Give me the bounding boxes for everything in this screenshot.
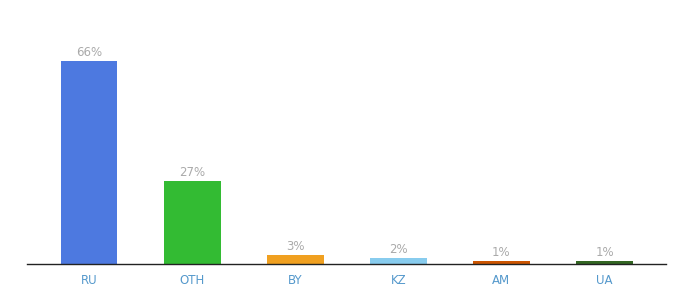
Text: 66%: 66% (76, 46, 102, 59)
Bar (370, 258, 427, 264)
Text: 1%: 1% (595, 246, 614, 260)
Text: 2%: 2% (389, 243, 408, 256)
Text: 3%: 3% (286, 240, 305, 253)
Bar (473, 261, 530, 264)
Bar (164, 181, 220, 264)
Text: 27%: 27% (179, 166, 205, 179)
Text: 1%: 1% (492, 246, 511, 260)
Bar (576, 261, 633, 264)
Bar (61, 61, 118, 264)
Bar (267, 255, 324, 264)
